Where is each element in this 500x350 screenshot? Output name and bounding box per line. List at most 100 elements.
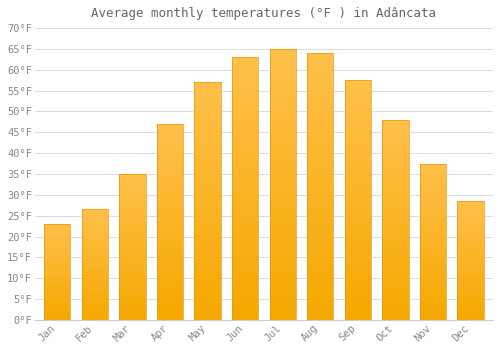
Bar [194,187,220,191]
Bar [82,307,108,309]
Bar [194,182,220,187]
Bar [458,215,483,218]
Bar [82,265,108,267]
Bar [307,69,334,75]
Bar [44,224,70,226]
Bar [307,277,334,282]
Bar [232,99,258,105]
Bar [120,285,146,288]
Title: Average monthly temperatures (°F ) in Adâncata: Average monthly temperatures (°F ) in Ad… [92,7,436,20]
Bar [82,229,108,232]
Bar [194,225,220,230]
Bar [44,285,70,287]
Bar [420,195,446,198]
Bar [82,311,108,313]
Bar [344,277,371,282]
Bar [458,237,483,239]
Bar [194,244,220,248]
Bar [232,168,258,173]
Bar [270,244,296,250]
Bar [307,272,334,277]
Bar [120,253,146,256]
Bar [232,204,258,210]
Bar [270,190,296,195]
Bar [270,222,296,228]
Bar [232,73,258,78]
Bar [232,136,258,141]
Bar [270,60,296,65]
Bar [382,236,408,240]
Bar [420,245,446,248]
Bar [420,273,446,276]
Bar [82,236,108,238]
Bar [82,238,108,240]
Bar [344,80,371,320]
Bar [120,174,146,177]
Bar [382,164,408,168]
Bar [44,224,70,320]
Bar [232,199,258,204]
Bar [344,258,371,262]
Bar [270,276,296,282]
Bar [157,214,183,218]
Bar [344,272,371,277]
Bar [270,114,296,119]
Bar [44,255,70,257]
Bar [157,124,183,128]
Bar [420,223,446,226]
Bar [120,174,146,320]
Bar [420,163,446,167]
Bar [344,181,371,186]
Bar [157,147,183,152]
Bar [120,261,146,265]
Bar [157,277,183,281]
Bar [270,287,296,293]
Bar [382,176,408,180]
Bar [194,163,220,168]
Bar [44,297,70,299]
Bar [307,85,334,90]
Bar [420,179,446,182]
Bar [458,277,483,280]
Bar [344,262,371,267]
Bar [157,195,183,198]
Bar [82,280,108,282]
Bar [270,49,296,54]
Bar [458,220,483,223]
Bar [232,225,258,231]
Bar [420,182,446,186]
Bar [194,211,220,215]
Bar [344,253,371,258]
Bar [420,189,446,192]
Bar [458,256,483,258]
Bar [344,286,371,291]
Bar [44,270,70,272]
Bar [458,280,483,282]
Bar [420,317,446,320]
Bar [120,235,146,238]
Bar [382,248,408,252]
Bar [232,178,258,183]
Bar [157,171,183,175]
Bar [232,183,258,189]
Bar [194,287,220,292]
Bar [44,253,70,255]
Bar [458,258,483,260]
Bar [382,264,408,268]
Bar [420,239,446,242]
Bar [194,296,220,301]
Bar [194,230,220,235]
Bar [270,282,296,287]
Bar [44,262,70,264]
Bar [458,294,483,296]
Bar [82,316,108,318]
Bar [232,273,258,278]
Bar [194,253,220,258]
Bar [307,106,334,112]
Bar [157,300,183,304]
Bar [270,174,296,179]
Bar [82,251,108,254]
Bar [382,300,408,304]
Bar [344,315,371,320]
Bar [270,163,296,168]
